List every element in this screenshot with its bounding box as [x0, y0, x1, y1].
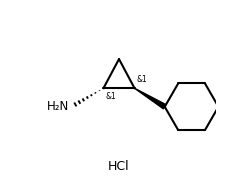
Polygon shape [134, 88, 166, 109]
Text: H₂N: H₂N [47, 100, 69, 113]
Text: HCl: HCl [108, 160, 130, 173]
Text: &1: &1 [137, 75, 147, 84]
Text: &1: &1 [106, 92, 117, 101]
